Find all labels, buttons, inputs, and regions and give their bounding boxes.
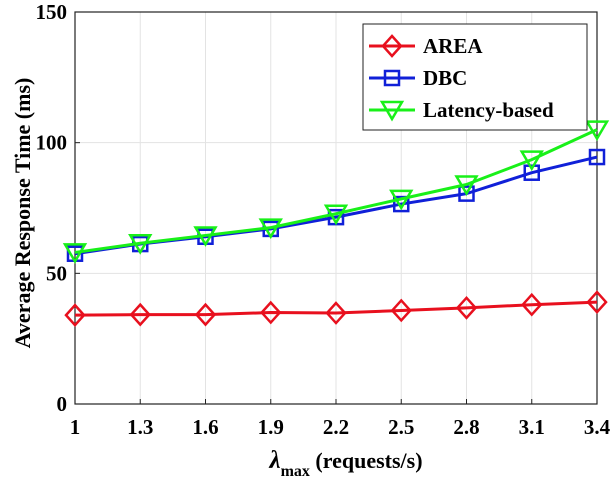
data-point-latency-based [258,218,283,240]
x-tick-label: 1 [70,415,81,439]
legend-label-area: AREA [423,34,483,58]
y-tick-label: 50 [46,261,67,285]
series-layer [62,120,610,328]
data-point-area [521,292,543,317]
y-axis-label: Average Response Time (ms) [10,78,35,349]
data-point-area [194,302,217,327]
data-point-area [260,300,282,325]
data-point-latency-based [128,234,153,255]
x-axis-label-units: (requests/s) [310,448,423,473]
data-point-dbc [523,164,540,181]
series-latency-based [62,120,610,264]
data-point-latency-based [584,120,610,142]
x-tick-label: 3.1 [519,415,545,439]
x-axis-label: λmax (requests/s) [268,447,422,479]
data-point-dbc [458,185,475,202]
data-point-latency-based [454,175,479,196]
data-point-latency-based [62,243,88,264]
data-point-latency-based [389,189,414,211]
data-point-latency-based [323,204,349,226]
legend-marker-area [381,34,403,58]
legend-label-latency-based: Latency-based [423,98,554,122]
y-tick-label: 0 [57,392,68,416]
y-tick-label: 100 [36,131,68,155]
x-tick-label: 2.5 [388,415,414,439]
series-area [64,290,608,328]
legend-marker-latency-based [379,100,405,122]
series-line-area [74,300,598,317]
data-point-dbc [588,148,606,166]
x-tick-label: 1.6 [192,415,218,439]
data-point-dbc [393,195,410,213]
legend-marker-dbc [383,69,401,87]
data-point-latency-based [519,150,544,172]
legend-label-dbc: DBC [423,66,467,90]
axis-ticks: 1 1.3 1.6 1.9 2.2 2.5 2.8 3.1 3.4 0 50 100 150 [36,0,610,439]
x-tick-label: 3.4 [584,415,610,439]
x-tick-label: 1.3 [127,415,153,439]
y-tick-label: 150 [36,0,68,24]
x-axis-label-symbol: λ [268,447,280,474]
x-tick-label: 2.8 [453,415,479,439]
legend: AREA DBC Latency-based [362,23,588,131]
data-point-area [586,290,608,314]
x-tick-label: 1.9 [258,415,284,439]
data-point-area [64,303,86,328]
x-tick-label: 2.2 [323,415,349,439]
data-point-area [455,295,478,320]
data-point-latency-based [193,226,218,247]
x-axis-label-subscript: max [281,463,310,479]
series-line-latency-based [74,128,598,254]
data-point-area [129,302,151,327]
data-point-area [390,298,412,323]
data-point-area [325,301,347,325]
